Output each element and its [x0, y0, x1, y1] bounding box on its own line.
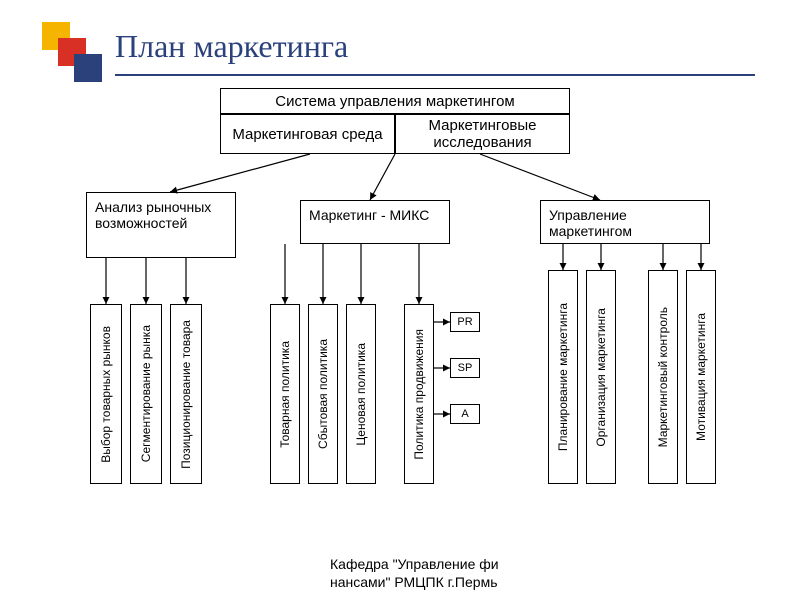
column-analysis: Сегментирование рынка: [130, 304, 162, 484]
column-mix: Ценовая политика: [346, 304, 376, 484]
system-left: Маркетинговая среда: [220, 114, 395, 154]
column-mgmt: Организация маркетинга: [586, 270, 616, 484]
level2-analysis: Анализ рыночных возможностей: [86, 192, 236, 258]
title-underline: [115, 74, 755, 76]
column-analysis: Позиционирование товара: [170, 304, 202, 484]
logo-square: [74, 54, 102, 82]
column-mgmt: Маркетинговый контроль: [648, 270, 678, 484]
system-right: Маркетинговые исследования: [395, 114, 570, 154]
page-title: План маркетинга: [115, 28, 348, 65]
column-mix: Политика продвижения: [404, 304, 434, 484]
column-mix: Товарная политика: [270, 304, 300, 484]
column-mix: Сбытовая политика: [308, 304, 338, 484]
promo-sub: A: [450, 404, 480, 424]
level2-mix: Маркетинг - МИКС: [300, 200, 450, 244]
column-analysis: Выбор товарных рынков: [90, 304, 122, 484]
footer-line2: нансами" РМЦПК г.Пермь: [330, 574, 498, 590]
column-mgmt: Мотивация маркетинга: [686, 270, 716, 484]
promo-sub: PR: [450, 312, 480, 332]
promo-sub: SP: [450, 358, 480, 378]
level2-mgmt: Управление маркетингом: [540, 200, 710, 244]
system-header: Система управления маркетингом: [220, 88, 570, 114]
footer-line1: Кафедра "Управление фи: [330, 556, 499, 572]
column-mgmt: Планирование маркетинга: [548, 270, 578, 484]
